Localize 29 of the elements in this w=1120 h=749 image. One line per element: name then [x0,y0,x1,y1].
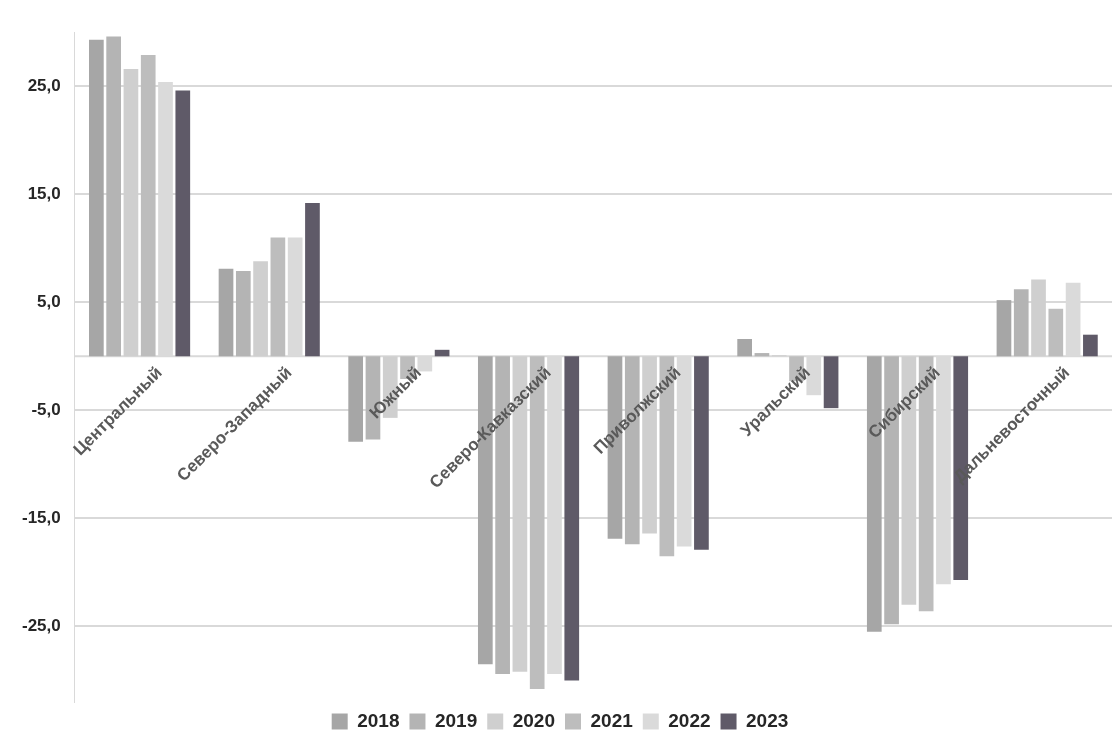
y-tick-label: -5,0 [31,400,61,419]
bar [270,237,286,357]
bar [996,300,1012,357]
legend-label: 2023 [746,709,789,731]
bar [348,356,364,442]
legend-label: 2022 [668,709,711,731]
bar [106,36,121,357]
legend-label: 2020 [512,709,556,731]
bar [235,270,251,357]
bar [1013,289,1029,357]
bar [1083,334,1098,357]
y-tick-label: 5,0 [37,291,61,311]
bar [1048,308,1064,357]
y-tick-label: -25,0 [22,616,61,636]
bar [564,356,580,681]
legend-label: 2019 [434,709,478,731]
bar [175,90,191,357]
y-tick-label: -15,0 [22,508,61,528]
y-tick-label: 25,0 [27,75,61,95]
y-tick-label: 15,0 [27,183,61,203]
bar [89,39,104,357]
bar [737,339,752,357]
legend-label: 2018 [357,709,400,731]
bar [694,356,709,550]
legend-label: 2021 [590,709,634,731]
bar [305,202,320,357]
bar [140,54,156,357]
bar [823,356,839,409]
bar [218,268,234,357]
